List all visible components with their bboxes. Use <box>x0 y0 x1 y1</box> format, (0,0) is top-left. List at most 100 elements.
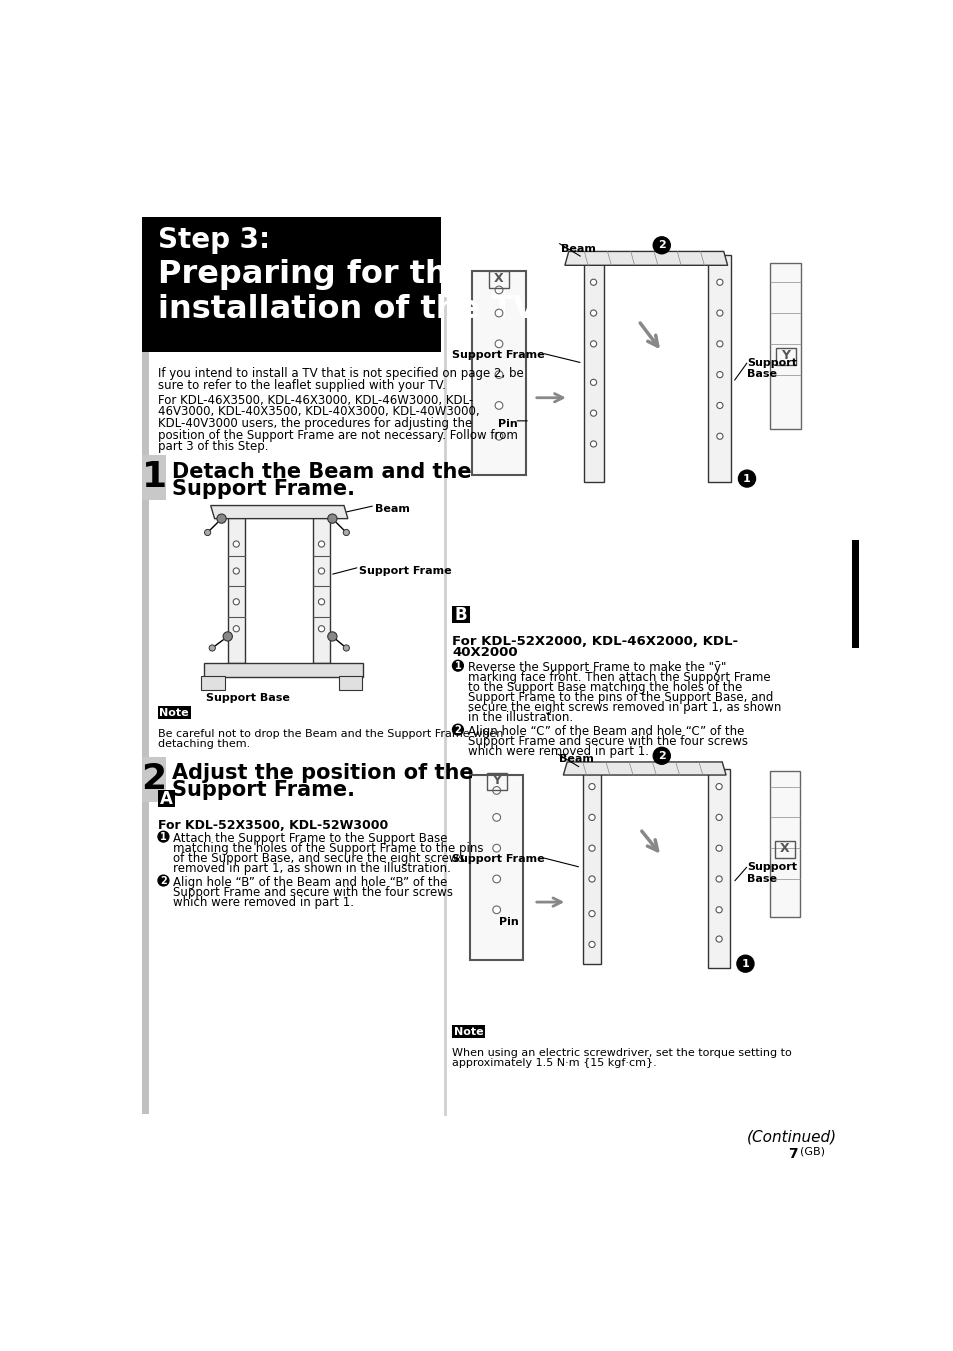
Bar <box>486 774 506 790</box>
Circle shape <box>716 846 721 851</box>
Polygon shape <box>562 762 725 775</box>
Circle shape <box>588 875 595 882</box>
Circle shape <box>716 372 722 378</box>
Bar <box>142 216 440 351</box>
Circle shape <box>204 530 211 535</box>
Circle shape <box>716 936 721 942</box>
Circle shape <box>495 309 502 317</box>
Bar <box>201 677 224 690</box>
Text: 2: 2 <box>658 751 665 761</box>
Circle shape <box>343 530 349 535</box>
Circle shape <box>495 286 502 293</box>
Polygon shape <box>564 251 727 265</box>
Circle shape <box>495 401 502 409</box>
Text: installation of the TV: installation of the TV <box>158 293 537 324</box>
Text: 1: 1 <box>141 461 167 494</box>
Circle shape <box>588 911 595 917</box>
Circle shape <box>493 907 500 913</box>
Text: X: X <box>780 842 789 855</box>
Circle shape <box>343 644 349 651</box>
Circle shape <box>328 513 336 523</box>
Text: KDL-40V3000 users, the procedures for adjusting the: KDL-40V3000 users, the procedures for ad… <box>158 417 472 430</box>
Bar <box>452 1025 484 1039</box>
Circle shape <box>495 370 502 378</box>
Circle shape <box>493 813 500 821</box>
Text: 2: 2 <box>160 875 167 885</box>
Text: to the Support Base matching the holes of the: to the Support Base matching the holes o… <box>468 681 741 694</box>
Text: Support Frame: Support Frame <box>359 566 452 576</box>
Circle shape <box>588 784 595 790</box>
Circle shape <box>328 632 336 642</box>
Circle shape <box>588 942 595 947</box>
Bar <box>774 842 794 858</box>
Circle shape <box>716 340 722 347</box>
Text: of the Support Base, and secure the eight screws: of the Support Base, and secure the eigh… <box>173 852 465 865</box>
Text: 1: 1 <box>742 474 750 484</box>
Text: 2: 2 <box>454 724 461 735</box>
Circle shape <box>588 815 595 820</box>
Circle shape <box>452 724 463 735</box>
Circle shape <box>318 540 324 547</box>
Text: Beam: Beam <box>375 504 410 513</box>
Circle shape <box>590 440 596 447</box>
Circle shape <box>318 598 324 605</box>
Text: which were removed in part 1.: which were removed in part 1. <box>468 744 648 758</box>
Circle shape <box>493 844 500 852</box>
Circle shape <box>495 432 502 440</box>
Text: Support Frame and secure with the four screws: Support Frame and secure with the four s… <box>468 735 747 748</box>
Bar <box>158 790 174 808</box>
Circle shape <box>716 403 722 408</box>
Bar <box>852 540 858 648</box>
Text: Detach the Beam and the: Detach the Beam and the <box>172 462 471 482</box>
Circle shape <box>233 567 239 574</box>
Bar <box>707 255 731 482</box>
Text: approximately 1.5 N·m {15 kgf·cm}.: approximately 1.5 N·m {15 kgf·cm}. <box>452 1058 657 1069</box>
Text: Support Frame.: Support Frame. <box>172 478 355 499</box>
Text: Attach the Support Frame to the Support Base: Attach the Support Frame to the Support … <box>173 832 448 844</box>
Circle shape <box>216 513 226 523</box>
Circle shape <box>653 236 670 254</box>
Text: Note: Note <box>454 1027 483 1038</box>
Bar <box>472 270 525 474</box>
Text: If you intend to install a TV that is not specified on page 2, be: If you intend to install a TV that is no… <box>158 367 523 380</box>
Text: X: X <box>494 272 503 285</box>
Text: Support Frame: Support Frame <box>452 350 544 359</box>
Text: (Continued): (Continued) <box>746 1129 836 1144</box>
Text: A: A <box>160 790 172 808</box>
Text: Align hole “C” of the Beam and hole “C” of the: Align hole “C” of the Beam and hole “C” … <box>468 725 743 738</box>
Text: Align hole “B” of the Beam and hole “B” of the: Align hole “B” of the Beam and hole “B” … <box>173 875 447 889</box>
Text: When using an electric screwdriver, set the torque setting to: When using an electric screwdriver, set … <box>452 1048 791 1058</box>
Circle shape <box>716 434 722 439</box>
Text: 1: 1 <box>740 959 748 969</box>
Circle shape <box>590 309 596 316</box>
Text: position of the Support Frame are not necessary. Follow from: position of the Support Frame are not ne… <box>158 428 517 442</box>
Bar <box>470 775 522 959</box>
Circle shape <box>223 632 233 642</box>
Bar <box>142 297 149 1113</box>
Circle shape <box>590 380 596 385</box>
Bar <box>142 455 166 500</box>
Text: Preparing for the: Preparing for the <box>158 259 469 290</box>
Bar <box>707 769 729 967</box>
Text: secure the eight screws removed in part 1, as shown: secure the eight screws removed in part … <box>468 701 781 715</box>
Circle shape <box>233 540 239 547</box>
Bar <box>204 663 363 677</box>
Text: sure to refer to the leaflet supplied with your TV.: sure to refer to the leaflet supplied wi… <box>158 380 445 392</box>
Text: Y: Y <box>781 349 789 362</box>
Text: B: B <box>455 605 467 624</box>
Text: Reverse the Support Frame to make the "ȳ": Reverse the Support Frame to make the "ȳ… <box>468 661 725 674</box>
Circle shape <box>716 875 721 882</box>
Circle shape <box>716 280 722 285</box>
Bar <box>228 517 245 663</box>
Circle shape <box>590 340 596 347</box>
Circle shape <box>493 786 500 794</box>
Text: Y: Y <box>492 774 500 786</box>
Bar <box>142 758 166 802</box>
Text: For KDL-52X3500, KDL-52W3000: For KDL-52X3500, KDL-52W3000 <box>158 819 388 832</box>
Text: Be careful not to drop the Beam and the Support Frame when: Be careful not to drop the Beam and the … <box>158 728 503 739</box>
Text: Support
Base: Support Base <box>746 862 796 884</box>
Text: Support Frame.: Support Frame. <box>172 781 355 800</box>
Text: Beam: Beam <box>560 243 596 254</box>
Text: matching the holes of the Support Frame to the pins: matching the holes of the Support Frame … <box>173 842 483 855</box>
Circle shape <box>736 955 753 973</box>
